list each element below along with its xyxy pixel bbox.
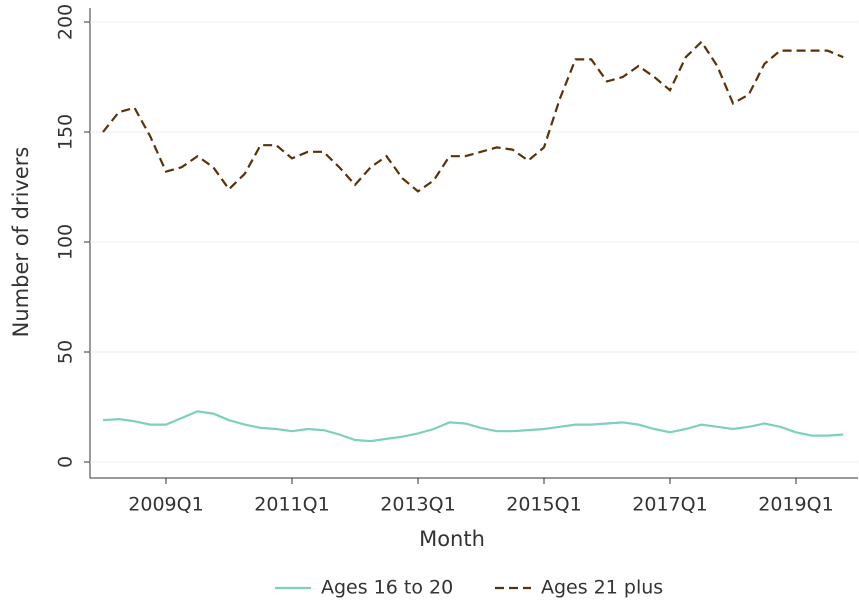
legend-label: Ages 16 to 20 [321,577,453,599]
x-tick-label: 2015Q1 [506,494,581,516]
y-tick-label: 150 [55,114,77,150]
y-tick-label: 200 [55,4,77,40]
x-tick-label: 2011Q1 [254,494,329,516]
y-axis-label: Number of drivers [9,147,33,338]
x-tick-label: 2017Q1 [632,494,707,516]
y-tick-label: 50 [55,340,77,364]
y-tick-label: 100 [55,224,77,260]
legend-label: Ages 21 plus [541,577,663,599]
x-tick-label: 2009Q1 [128,494,203,516]
line-series [102,40,844,193]
x-tick-label: 2019Q1 [758,494,833,516]
x-axis-label: Month [419,527,485,551]
x-tick-label: 2013Q1 [380,494,455,516]
line-series [102,410,844,443]
y-tick-label: 0 [55,456,77,468]
